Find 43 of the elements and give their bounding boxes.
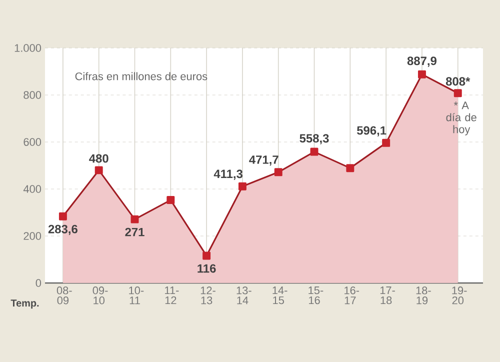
- data-label: 887,9: [407, 56, 436, 67]
- x-tick-label: 14-15: [272, 286, 288, 304]
- data-label: 271: [125, 228, 144, 236]
- data-label: 596,1: [356, 126, 386, 136]
- data-label: 558,3: [300, 134, 329, 144]
- point: [238, 182, 246, 190]
- y-tick-label: 200: [24, 232, 42, 240]
- y-tick-label: 800: [24, 91, 42, 99]
- annotation: * A día de hoy: [446, 102, 476, 136]
- x-tick-label: 17-18: [380, 286, 395, 304]
- x-tick-label: 09-10: [92, 286, 108, 304]
- x-tick-label: 16-17: [344, 286, 360, 304]
- x-tick-label: 11-12: [165, 286, 179, 304]
- y-tick-label: 400: [23, 185, 42, 193]
- x-axis-title: Temp.: [10, 300, 39, 309]
- point: [346, 164, 354, 172]
- x-tick-label: 10-11: [129, 286, 144, 304]
- point: [166, 196, 175, 204]
- point: [58, 212, 67, 220]
- x-tick-label: 15-16: [308, 286, 324, 304]
- point: [202, 252, 211, 260]
- point: [274, 168, 282, 176]
- x-tick-label: 13-14: [236, 286, 252, 304]
- data-label: 480: [89, 154, 108, 163]
- y-tick-label: 1.000: [14, 44, 42, 52]
- data-label: 808*: [446, 77, 470, 86]
- point: [310, 148, 318, 156]
- data-label: 411,3: [214, 170, 242, 180]
- point: [94, 166, 103, 174]
- y-tick-label: 600: [24, 138, 42, 146]
- x-tick-label: 18-19: [416, 286, 431, 304]
- y-tick-label: 0: [36, 279, 42, 287]
- point: [382, 138, 390, 147]
- x-tick-label: 19-20: [452, 286, 467, 304]
- data-label: 471,7: [249, 156, 278, 166]
- point: [454, 89, 462, 98]
- point: [130, 215, 139, 224]
- x-tick-label: 12-13: [200, 286, 216, 304]
- x-tick-label: 08-09: [56, 286, 72, 304]
- annotation: Cifras en millones de euros: [75, 72, 208, 80]
- point: [418, 70, 426, 78]
- data-label: 116: [198, 264, 216, 273]
- data-label: 283,6: [48, 224, 78, 236]
